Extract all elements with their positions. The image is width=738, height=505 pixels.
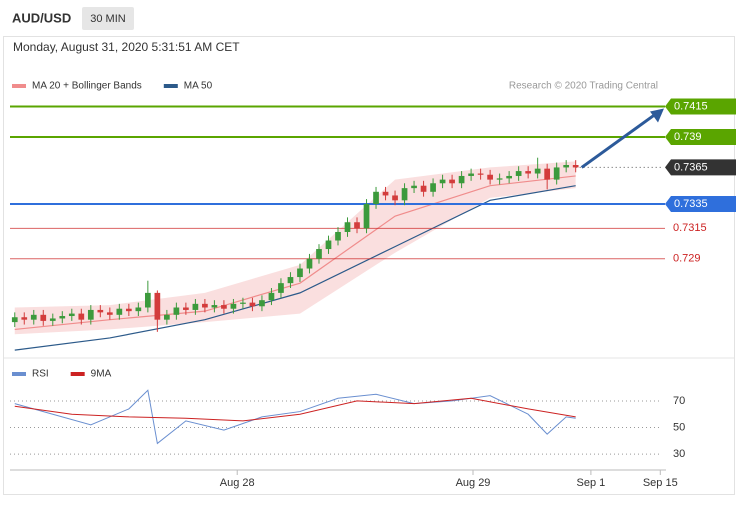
candle-body [344,222,351,232]
candle-body [335,231,341,241]
credit: Research © 2020 Trading Central [509,81,658,92]
candle-body [392,195,398,201]
candle-body [154,292,161,320]
timeframe-pill [82,7,134,30]
candle-body [97,309,104,313]
candle-body [183,307,189,310]
candle-body [496,178,503,180]
candle-body [240,302,246,304]
candle-body [373,191,379,204]
level-label: 0.739 [674,131,702,143]
candle-body [259,300,265,307]
panel-border [3,36,735,495]
legend-label: MA 50 [184,81,213,92]
candle-body [477,173,484,175]
legend-label: 9MA [91,369,112,380]
candle-body [572,165,579,168]
candle-body [78,313,85,320]
level-label: 0.7365 [674,161,708,173]
legend-swatch [70,372,85,376]
candle-body [230,303,237,309]
candle-body [515,171,522,176]
timeframe: 30 MIN [90,13,126,25]
candle-body [59,316,66,319]
candle-body [363,203,370,229]
candle-body [221,305,227,309]
legend-label: MA 20 + Bollinger Bands [32,81,142,92]
candle-body [68,313,75,317]
candle-body [411,185,417,189]
candle-body [325,240,332,250]
ma50-line [14,185,576,351]
x-tick-label: Sep 15 [643,477,678,489]
candle-body [458,175,465,184]
candle-body [382,191,389,196]
legend-swatch [163,84,178,88]
candle-body [544,168,551,180]
level-label: 0.729 [673,253,701,265]
series-line [14,389,576,445]
x-tick-label: Aug 29 [456,477,491,489]
candle-body [125,308,132,312]
candle-body [316,249,322,259]
forecast-arrowhead [650,108,664,123]
candle-body [297,268,303,278]
level-box [665,98,736,115]
candle-body [211,305,218,308]
candle-body [563,165,570,168]
level-box [665,195,736,212]
datetime: Monday, August 31, 2020 5:31:51 AM CET [13,40,240,54]
candle-body [401,188,408,201]
candle-body [439,179,446,184]
candle-body [21,317,28,320]
y-tick-label: 30 [673,448,685,460]
level-box [665,159,736,176]
level-label: 0.7415 [674,100,708,112]
candle-body [40,314,47,321]
candle-body [145,292,151,308]
candle-body [525,171,531,174]
candle-body [278,283,284,293]
candle-body [268,292,275,301]
candle-body [430,183,436,192]
candle-body [106,312,113,315]
level-box [665,128,736,145]
legend-swatch [12,84,26,88]
forecast-arrow [580,113,656,169]
candle-body [534,168,541,174]
candle-body [164,314,170,320]
candle-body [468,173,474,176]
candle-body [420,185,427,192]
candle-body [287,277,294,284]
candle-body [173,307,180,315]
candle-body [11,317,18,323]
candle-body [553,167,560,180]
candle-body [30,314,37,320]
level-label: 0.7335 [674,198,708,210]
legend-swatch [12,372,26,376]
y-tick-label: 70 [673,395,685,407]
series-line [14,397,576,422]
candle-body [354,222,360,229]
candle-body [135,307,142,312]
symbol: AUD/USD [12,10,71,25]
candle-body [306,258,313,269]
x-tick-label: Sep 1 [577,477,606,489]
candle-body [249,302,256,307]
candle-body [487,174,493,180]
candle-body [192,303,199,310]
candle-body [49,318,56,321]
candle-body [87,309,94,320]
candle-body [202,303,208,308]
candle-body [116,308,123,315]
candle-body [506,175,512,179]
candle-body [449,179,455,184]
x-tick-label: Aug 28 [220,477,255,489]
level-label: 0.7315 [673,222,707,234]
legend-label: RSI [32,369,49,380]
y-tick-label: 50 [673,421,685,433]
